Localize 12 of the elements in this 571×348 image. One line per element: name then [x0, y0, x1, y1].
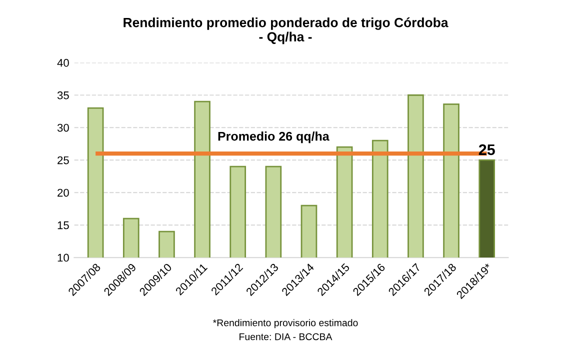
y-tick-label: 20 [58, 188, 69, 197]
data-label: 25 [478, 144, 495, 156]
chart-title: Rendimiento promedio ponderado de trigo Córdoba - Qq/ha - [124, 17, 448, 44]
y-tick-label: 25 [58, 156, 69, 164]
y-tick-label: 35 [57, 91, 69, 100]
ref-line-label: Promedio 26 qq/ha [218, 132, 330, 144]
source-note: Fuente: DIA - BCCBA [240, 333, 332, 340]
y-tick-label: 30 [57, 124, 69, 132]
y-tick-label: 40 [57, 58, 69, 67]
text: *Rendimiento provisorio estimado [212, 319, 358, 328]
y-tick-label: 15 [58, 221, 69, 230]
y-tick-label: 10 [58, 254, 69, 262]
